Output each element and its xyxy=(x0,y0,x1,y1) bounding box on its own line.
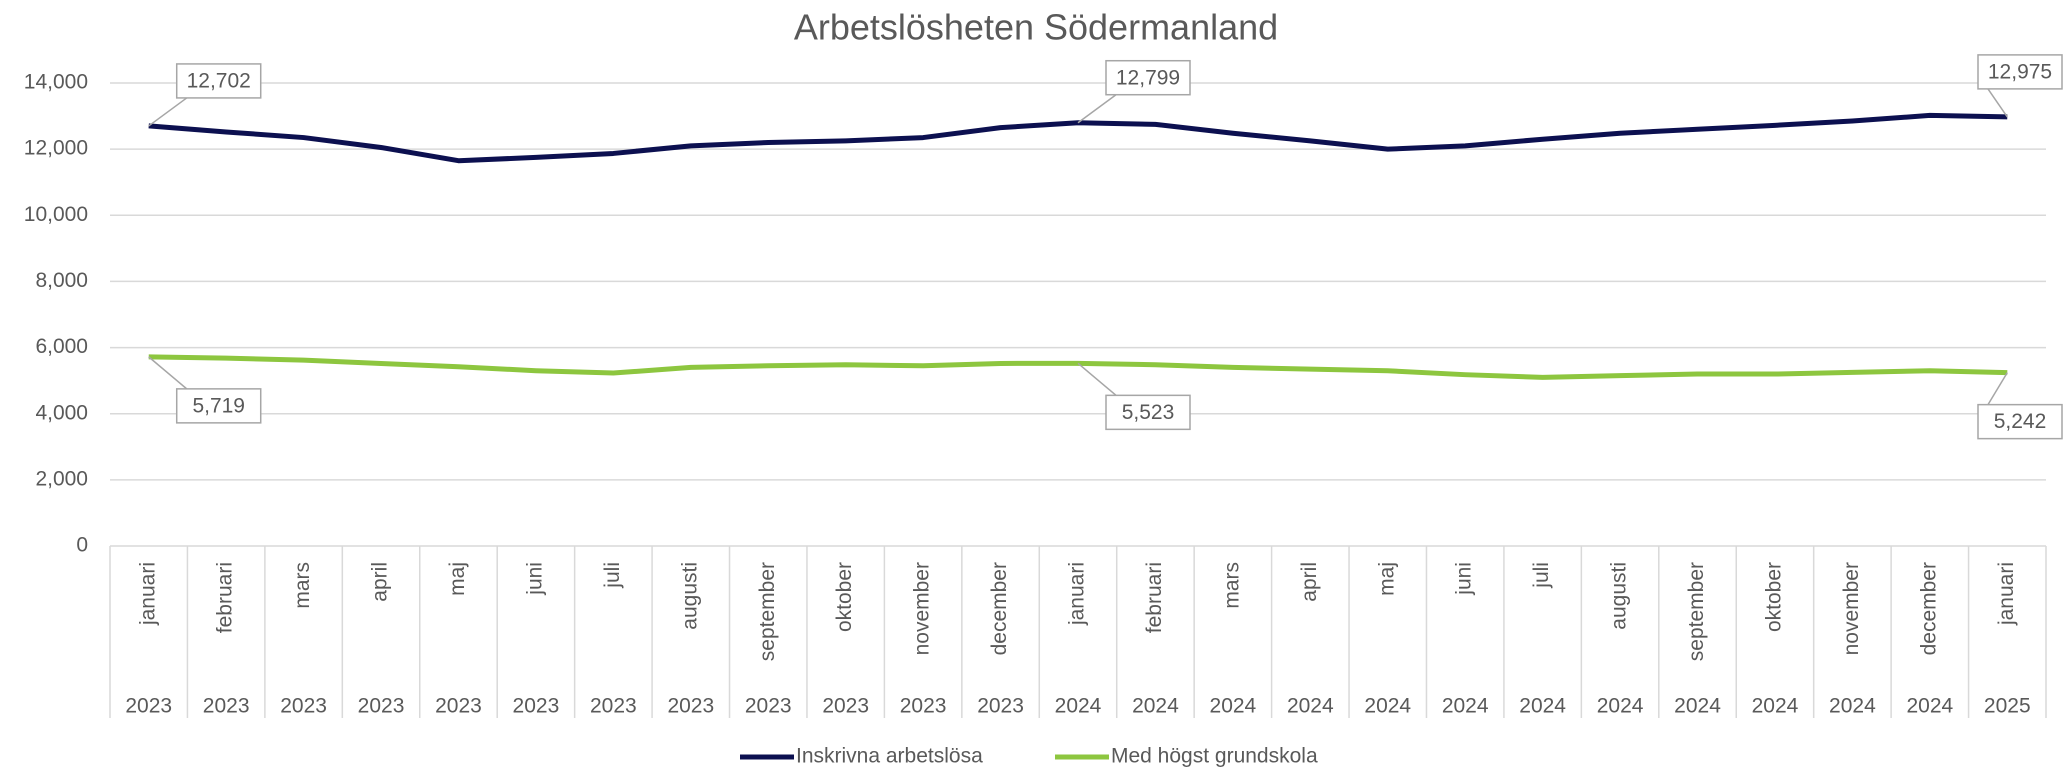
x-year-label: 2023 xyxy=(513,695,560,718)
x-year-label: 2024 xyxy=(1674,695,1721,718)
x-tick-label: maj xyxy=(446,562,469,596)
label-box xyxy=(1977,54,2063,90)
x-year-label: 2024 xyxy=(1442,695,1489,718)
y-tick-label: 10,000 xyxy=(24,203,88,226)
x-tick-label: augusti xyxy=(1608,562,1631,630)
x-year-label: 2023 xyxy=(125,695,172,718)
x-year-label: 2024 xyxy=(1752,695,1799,718)
data-label: 5,719 xyxy=(192,394,245,417)
x-tick-label: april xyxy=(1298,562,1321,602)
x-tick-label: april xyxy=(369,562,392,602)
data-label: 5,242 xyxy=(1994,410,2047,433)
x-year-label: 2024 xyxy=(1132,695,1179,718)
x-year-label: 2023 xyxy=(280,695,327,718)
x-tick-label: oktober xyxy=(833,562,856,632)
x-year-label: 2023 xyxy=(435,695,482,718)
data-label: 12,975 xyxy=(1988,60,2052,83)
x-year-label: 2024 xyxy=(1597,695,1644,718)
label-box xyxy=(175,388,262,424)
x-tick-label: mars xyxy=(1220,562,1243,609)
x-tick-label: november xyxy=(1840,562,1863,655)
x-year-label: 2024 xyxy=(1364,695,1411,718)
x-tick-label: december xyxy=(988,562,1011,655)
label-box xyxy=(1105,59,1191,96)
series-line xyxy=(148,354,2008,380)
y-tick-label: 4,000 xyxy=(35,401,88,424)
legend-label: Med högst grundskola xyxy=(1111,745,1318,768)
x-tick-label: juli xyxy=(1530,562,1553,589)
x-tick-label: oktober xyxy=(1763,562,1786,632)
x-year-label: 2024 xyxy=(1055,695,1102,718)
label-leader xyxy=(1987,372,2008,406)
x-year-label: 2024 xyxy=(1906,695,1953,718)
x-tick-label: mars xyxy=(291,562,314,609)
y-tick-label: 2,000 xyxy=(35,467,88,490)
label-leader xyxy=(1077,94,1117,124)
x-year-label: 2023 xyxy=(822,695,869,718)
x-year-label: 2023 xyxy=(977,695,1024,718)
x-year-label: 2024 xyxy=(1210,695,1257,718)
x-tick-label: november xyxy=(911,562,934,655)
x-tick-label: juni xyxy=(523,562,546,596)
x-year-label: 2023 xyxy=(358,695,405,718)
data-label: 5,523 xyxy=(1122,401,1175,424)
legend-label: Inskrivna arbetslösa xyxy=(796,745,983,768)
x-year-label: 2023 xyxy=(745,695,792,718)
x-year-label: 2023 xyxy=(203,695,250,718)
x-year-label: 2023 xyxy=(667,695,714,718)
label-box xyxy=(1977,403,2063,440)
x-year-label: 2024 xyxy=(1519,695,1566,718)
y-tick-label: 14,000 xyxy=(24,71,88,94)
label-box xyxy=(1105,394,1191,431)
y-tick-label: 6,000 xyxy=(35,335,88,358)
data-label: 12,702 xyxy=(187,69,251,92)
x-tick-label: augusti xyxy=(678,562,701,630)
x-tick-label: juli xyxy=(601,562,624,589)
x-year-label: 2025 xyxy=(1984,695,2031,718)
x-year-label: 2023 xyxy=(900,695,947,718)
x-year-label: 2024 xyxy=(1287,695,1334,718)
x-tick-label: december xyxy=(1917,562,1940,655)
x-year-label: 2024 xyxy=(1829,695,1876,718)
label-leader xyxy=(148,97,188,127)
x-tick-label: september xyxy=(756,562,779,661)
data-label: 12,799 xyxy=(1116,66,1180,89)
x-tick-label: september xyxy=(1685,562,1708,661)
y-tick-label: 8,000 xyxy=(35,269,88,292)
label-leader xyxy=(148,356,188,390)
x-tick-label: maj xyxy=(1375,562,1398,596)
x-tick-label: februari xyxy=(214,562,237,633)
x-year-label: 2023 xyxy=(590,695,637,718)
x-tick-label: januari xyxy=(136,562,159,626)
x-tick-label: februari xyxy=(1143,562,1166,633)
y-tick-label: 12,000 xyxy=(24,137,88,160)
x-tick-label: januari xyxy=(1066,562,1089,626)
y-tick-label: 0 xyxy=(76,534,88,557)
chart-title: Arbetslösheten Södermanland xyxy=(794,7,1278,48)
label-leader xyxy=(1987,88,2008,118)
label-leader xyxy=(1077,362,1117,396)
series-line xyxy=(148,112,2008,164)
x-tick-label: januari xyxy=(1995,562,2018,626)
label-box xyxy=(175,63,262,99)
x-tick-label: juni xyxy=(1453,562,1476,596)
